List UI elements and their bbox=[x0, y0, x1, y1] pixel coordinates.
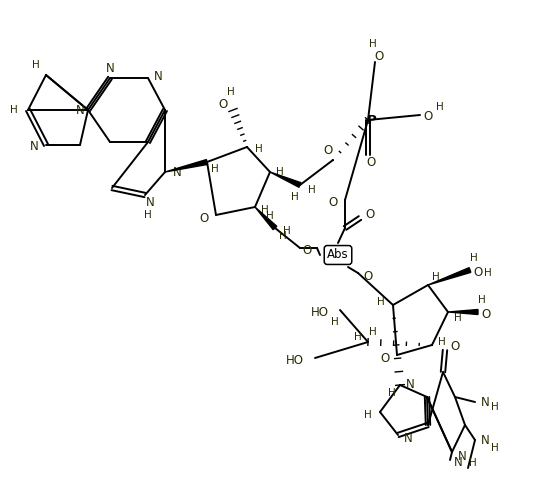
Text: Abs: Abs bbox=[327, 248, 349, 261]
Text: O: O bbox=[481, 309, 491, 321]
Text: H: H bbox=[454, 313, 462, 323]
Text: O: O bbox=[302, 244, 312, 256]
Text: N: N bbox=[76, 104, 84, 116]
Text: O: O bbox=[328, 197, 337, 210]
Text: HO: HO bbox=[286, 353, 304, 366]
Text: H: H bbox=[255, 144, 263, 154]
Text: N: N bbox=[106, 62, 114, 74]
Text: N: N bbox=[404, 431, 412, 445]
Text: H: H bbox=[276, 167, 284, 177]
Text: O: O bbox=[363, 270, 373, 282]
Text: H: H bbox=[438, 337, 446, 347]
Text: O: O bbox=[374, 50, 383, 64]
Text: N: N bbox=[29, 141, 38, 153]
Text: H: H bbox=[432, 272, 440, 282]
Text: H: H bbox=[478, 295, 486, 305]
Text: H: H bbox=[369, 327, 377, 337]
Text: H: H bbox=[308, 185, 316, 195]
Text: H: H bbox=[144, 210, 152, 220]
Polygon shape bbox=[255, 207, 277, 230]
Text: H: H bbox=[291, 192, 299, 202]
Text: H: H bbox=[470, 253, 478, 263]
Text: O: O bbox=[324, 143, 333, 156]
Text: H: H bbox=[266, 211, 274, 221]
Polygon shape bbox=[428, 268, 471, 285]
Text: HO: HO bbox=[311, 306, 329, 318]
Text: N: N bbox=[406, 379, 414, 391]
Text: H: H bbox=[484, 268, 492, 278]
Polygon shape bbox=[448, 310, 478, 315]
Polygon shape bbox=[270, 172, 301, 187]
Text: N: N bbox=[481, 433, 489, 447]
Text: H: H bbox=[279, 231, 287, 241]
Text: H: H bbox=[377, 297, 385, 307]
Polygon shape bbox=[165, 160, 208, 172]
Text: H: H bbox=[261, 205, 269, 215]
Text: N: N bbox=[458, 450, 466, 462]
Text: O: O bbox=[450, 340, 460, 352]
Text: H: H bbox=[10, 105, 18, 115]
Text: O: O bbox=[423, 110, 433, 124]
Text: H: H bbox=[354, 332, 362, 342]
Text: H: H bbox=[331, 317, 339, 327]
Text: O: O bbox=[380, 352, 390, 364]
Text: O: O bbox=[473, 267, 483, 280]
Text: N: N bbox=[154, 70, 162, 82]
Text: N: N bbox=[146, 197, 154, 210]
Text: P: P bbox=[367, 113, 377, 127]
Text: N: N bbox=[453, 457, 462, 469]
Text: O: O bbox=[218, 99, 227, 111]
Text: H: H bbox=[283, 226, 291, 236]
Text: H: H bbox=[32, 60, 40, 70]
Text: H: H bbox=[491, 402, 499, 412]
Text: H: H bbox=[436, 102, 444, 112]
Text: N: N bbox=[172, 166, 182, 178]
Text: O: O bbox=[365, 208, 375, 220]
Text: O: O bbox=[199, 211, 209, 224]
Text: H: H bbox=[469, 458, 477, 468]
Text: H: H bbox=[369, 39, 377, 49]
Text: O: O bbox=[366, 156, 375, 170]
Text: H: H bbox=[388, 388, 396, 398]
Text: H: H bbox=[211, 164, 219, 174]
Text: H: H bbox=[491, 443, 499, 453]
Text: N: N bbox=[481, 395, 489, 409]
Text: H: H bbox=[227, 87, 235, 97]
Text: H: H bbox=[364, 410, 372, 420]
